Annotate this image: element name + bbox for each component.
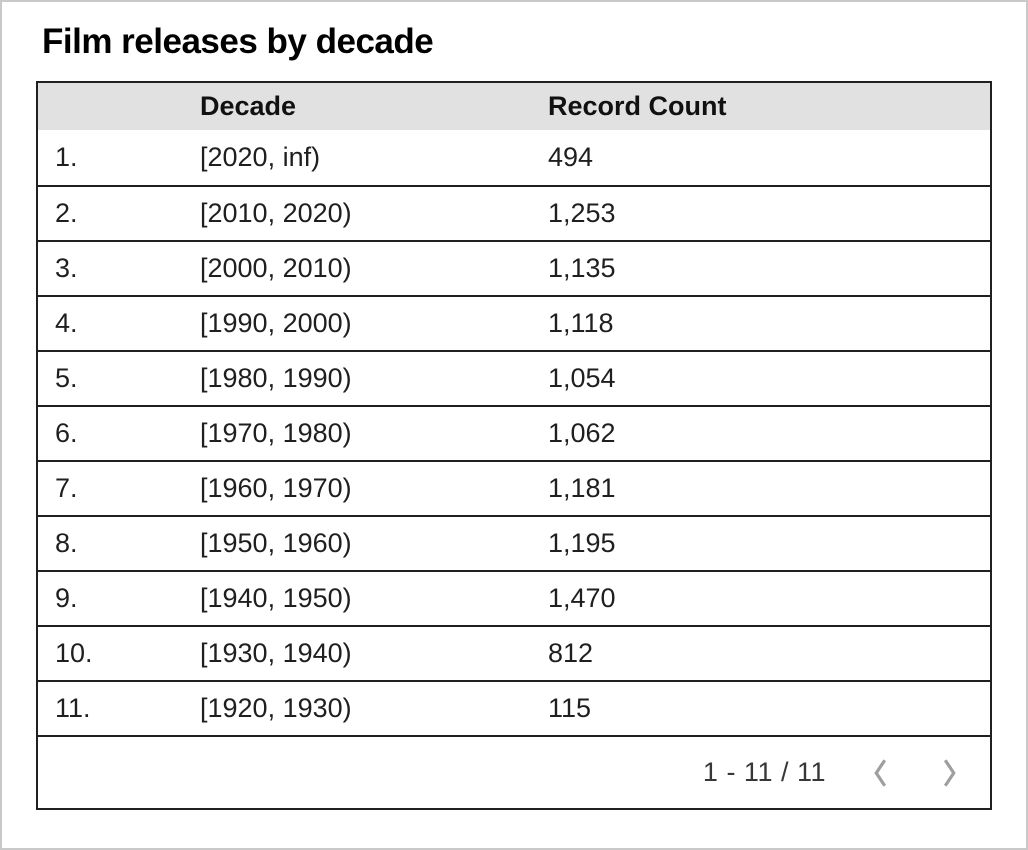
row-decade: [1930, 1940) [200, 638, 352, 669]
row-index: 2. [55, 198, 78, 229]
table-row: 3. [2000, 2010) 1,135 [38, 240, 990, 296]
table-row: 4. [1990, 2000) 1,118 [38, 295, 990, 351]
table-header-row: Decade Record Count [38, 83, 990, 131]
row-decade: [2000, 2010) [200, 253, 352, 284]
table-row: 8. [1950, 1960) 1,195 [38, 515, 990, 571]
film-releases-table: Decade Record Count 1. [2020, inf) 494 2… [36, 81, 992, 811]
table-row: 1. [2020, inf) 494 [38, 130, 990, 186]
row-record-count: 115 [548, 693, 592, 724]
row-index: 1. [55, 142, 78, 173]
row-index: 8. [55, 528, 78, 559]
row-index: 7. [55, 473, 78, 504]
column-header-decade: Decade [200, 91, 297, 122]
row-decade: [2010, 2020) [200, 198, 352, 229]
column-header-record-count: Record Count [548, 91, 727, 122]
table-pagination: 1 - 11 / 11 [38, 735, 990, 808]
row-decade: [1990, 2000) [200, 308, 352, 339]
row-record-count: 1,181 [548, 473, 616, 504]
row-index: 10. [55, 638, 93, 669]
pagination-range-label: 1 - 11 / 11 [702, 757, 826, 788]
table-row: 5. [1980, 1990) 1,054 [38, 350, 990, 406]
row-record-count: 1,054 [548, 363, 616, 394]
row-decade: [1970, 1980) [200, 418, 352, 449]
table-row: 6. [1970, 1980) 1,062 [38, 405, 990, 461]
row-index: 4. [55, 308, 78, 339]
row-index: 6. [55, 418, 78, 449]
chevron-right-icon [941, 758, 958, 788]
page-title: Film releases by decade [42, 22, 434, 61]
row-record-count: 1,253 [548, 198, 616, 229]
previous-page-button[interactable] [865, 757, 895, 789]
row-index: 11. [55, 693, 91, 724]
row-index: 3. [55, 253, 78, 284]
row-decade: [2020, inf) [200, 142, 321, 173]
row-index: 9. [55, 583, 78, 614]
next-page-button[interactable] [934, 757, 964, 789]
table-row: 9. [1940, 1950) 1,470 [38, 570, 990, 626]
table-row: 11. [1920, 1930) 115 [38, 680, 990, 736]
table-row: 7. [1960, 1970) 1,181 [38, 460, 990, 516]
row-record-count: 494 [548, 142, 594, 173]
row-record-count: 1,118 [548, 308, 614, 339]
row-record-count: 1,062 [548, 418, 616, 449]
row-decade: [1950, 1960) [200, 528, 352, 559]
row-record-count: 1,195 [548, 528, 616, 559]
row-decade: [1960, 1970) [200, 473, 352, 504]
row-record-count: 812 [548, 638, 594, 669]
row-decade: [1940, 1950) [200, 583, 352, 614]
table-row: 2. [2010, 2020) 1,253 [38, 185, 990, 241]
row-decade: [1980, 1990) [200, 363, 352, 394]
row-decade: [1920, 1930) [200, 693, 352, 724]
row-index: 5. [55, 363, 78, 394]
chevron-left-icon [872, 758, 889, 788]
row-record-count: 1,135 [548, 253, 616, 284]
table-row: 10. [1930, 1940) 812 [38, 625, 990, 681]
row-record-count: 1,470 [548, 583, 616, 614]
